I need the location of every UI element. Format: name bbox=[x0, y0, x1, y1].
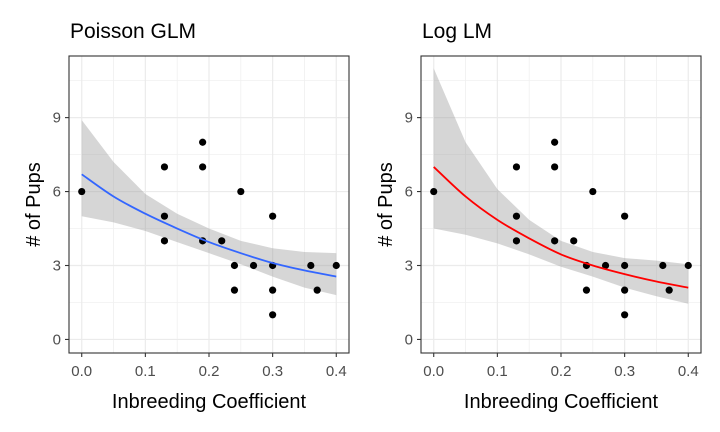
data-point bbox=[313, 286, 321, 294]
y-tick-label: 3 bbox=[405, 258, 413, 275]
panel-2: 0.0 0.1 0.2 0.3 0.4 0 3 6 9 Log LM Inbreeding Coef… bbox=[375, 20, 702, 413]
data-point bbox=[269, 286, 277, 294]
data-point bbox=[659, 261, 667, 270]
y-tick-label: 9 bbox=[405, 110, 413, 127]
data-point bbox=[160, 212, 169, 220]
data-point bbox=[665, 286, 673, 294]
fit-line bbox=[81, 173, 337, 278]
x-tick-label: 0.1 bbox=[487, 363, 508, 380]
data-point bbox=[199, 163, 207, 171]
data-point bbox=[512, 163, 521, 171]
x-tick-label: 0.3 bbox=[262, 363, 283, 380]
y-axis-label: # of Pups bbox=[375, 162, 397, 247]
y-axis-label: # of Pups bbox=[23, 162, 45, 247]
data-point bbox=[551, 163, 559, 171]
y-tick-label: 6 bbox=[405, 184, 413, 201]
data-point bbox=[551, 138, 559, 146]
chart-title: Poisson GLM bbox=[70, 20, 196, 43]
data-point bbox=[512, 212, 521, 220]
x-axis-label: Inbreeding Coefficient bbox=[464, 391, 659, 413]
data-point bbox=[621, 212, 629, 220]
y-tick-label: 3 bbox=[53, 258, 61, 275]
data-point bbox=[621, 311, 629, 319]
x-tick-label: 0.3 bbox=[614, 363, 635, 380]
data-point bbox=[430, 187, 438, 196]
data-point bbox=[269, 311, 277, 319]
panel-1: 0.0 0.1 0.2 0.3 0.4 0 3 6 9 Poisson GLM Inbreeding… bbox=[23, 20, 350, 413]
data-point bbox=[307, 261, 315, 270]
data-point bbox=[269, 212, 277, 220]
y-tick-label: 6 bbox=[53, 184, 61, 201]
data-point bbox=[551, 237, 559, 245]
data-point bbox=[199, 138, 207, 146]
y-tick-label: 0 bbox=[53, 331, 61, 348]
data-point bbox=[160, 163, 169, 171]
x-tick-label: 0.4 bbox=[678, 363, 699, 380]
confidence-band bbox=[433, 68, 689, 304]
data-point bbox=[332, 261, 340, 270]
y-tick-label: 9 bbox=[53, 110, 61, 127]
data-point bbox=[237, 187, 245, 196]
data-point bbox=[582, 286, 591, 294]
x-tick-label: 0.1 bbox=[135, 363, 156, 380]
chart-title: Log LM bbox=[422, 20, 492, 43]
data-point bbox=[621, 261, 629, 270]
data-point bbox=[218, 237, 226, 245]
x-axis-label: Inbreeding Coefficient bbox=[112, 391, 307, 413]
data-point bbox=[601, 261, 610, 270]
data-point bbox=[249, 261, 258, 270]
x-tick-label: 0.2 bbox=[551, 363, 572, 380]
data-point bbox=[512, 237, 521, 245]
x-tick-label: 0.0 bbox=[423, 363, 444, 380]
x-tick-label: 0.0 bbox=[71, 363, 92, 380]
data-point bbox=[230, 261, 239, 270]
x-tick-label: 0.4 bbox=[326, 363, 347, 380]
data-point bbox=[78, 187, 86, 196]
confidence-band bbox=[81, 120, 337, 296]
fit-line bbox=[433, 166, 689, 289]
data-point bbox=[684, 261, 692, 270]
x-tick-label: 0.2 bbox=[199, 363, 220, 380]
data-point bbox=[589, 187, 597, 196]
y-tick-label: 0 bbox=[405, 331, 413, 348]
data-point bbox=[160, 237, 169, 245]
data-point bbox=[230, 286, 239, 294]
data-point bbox=[570, 237, 578, 245]
data-point bbox=[621, 286, 629, 294]
